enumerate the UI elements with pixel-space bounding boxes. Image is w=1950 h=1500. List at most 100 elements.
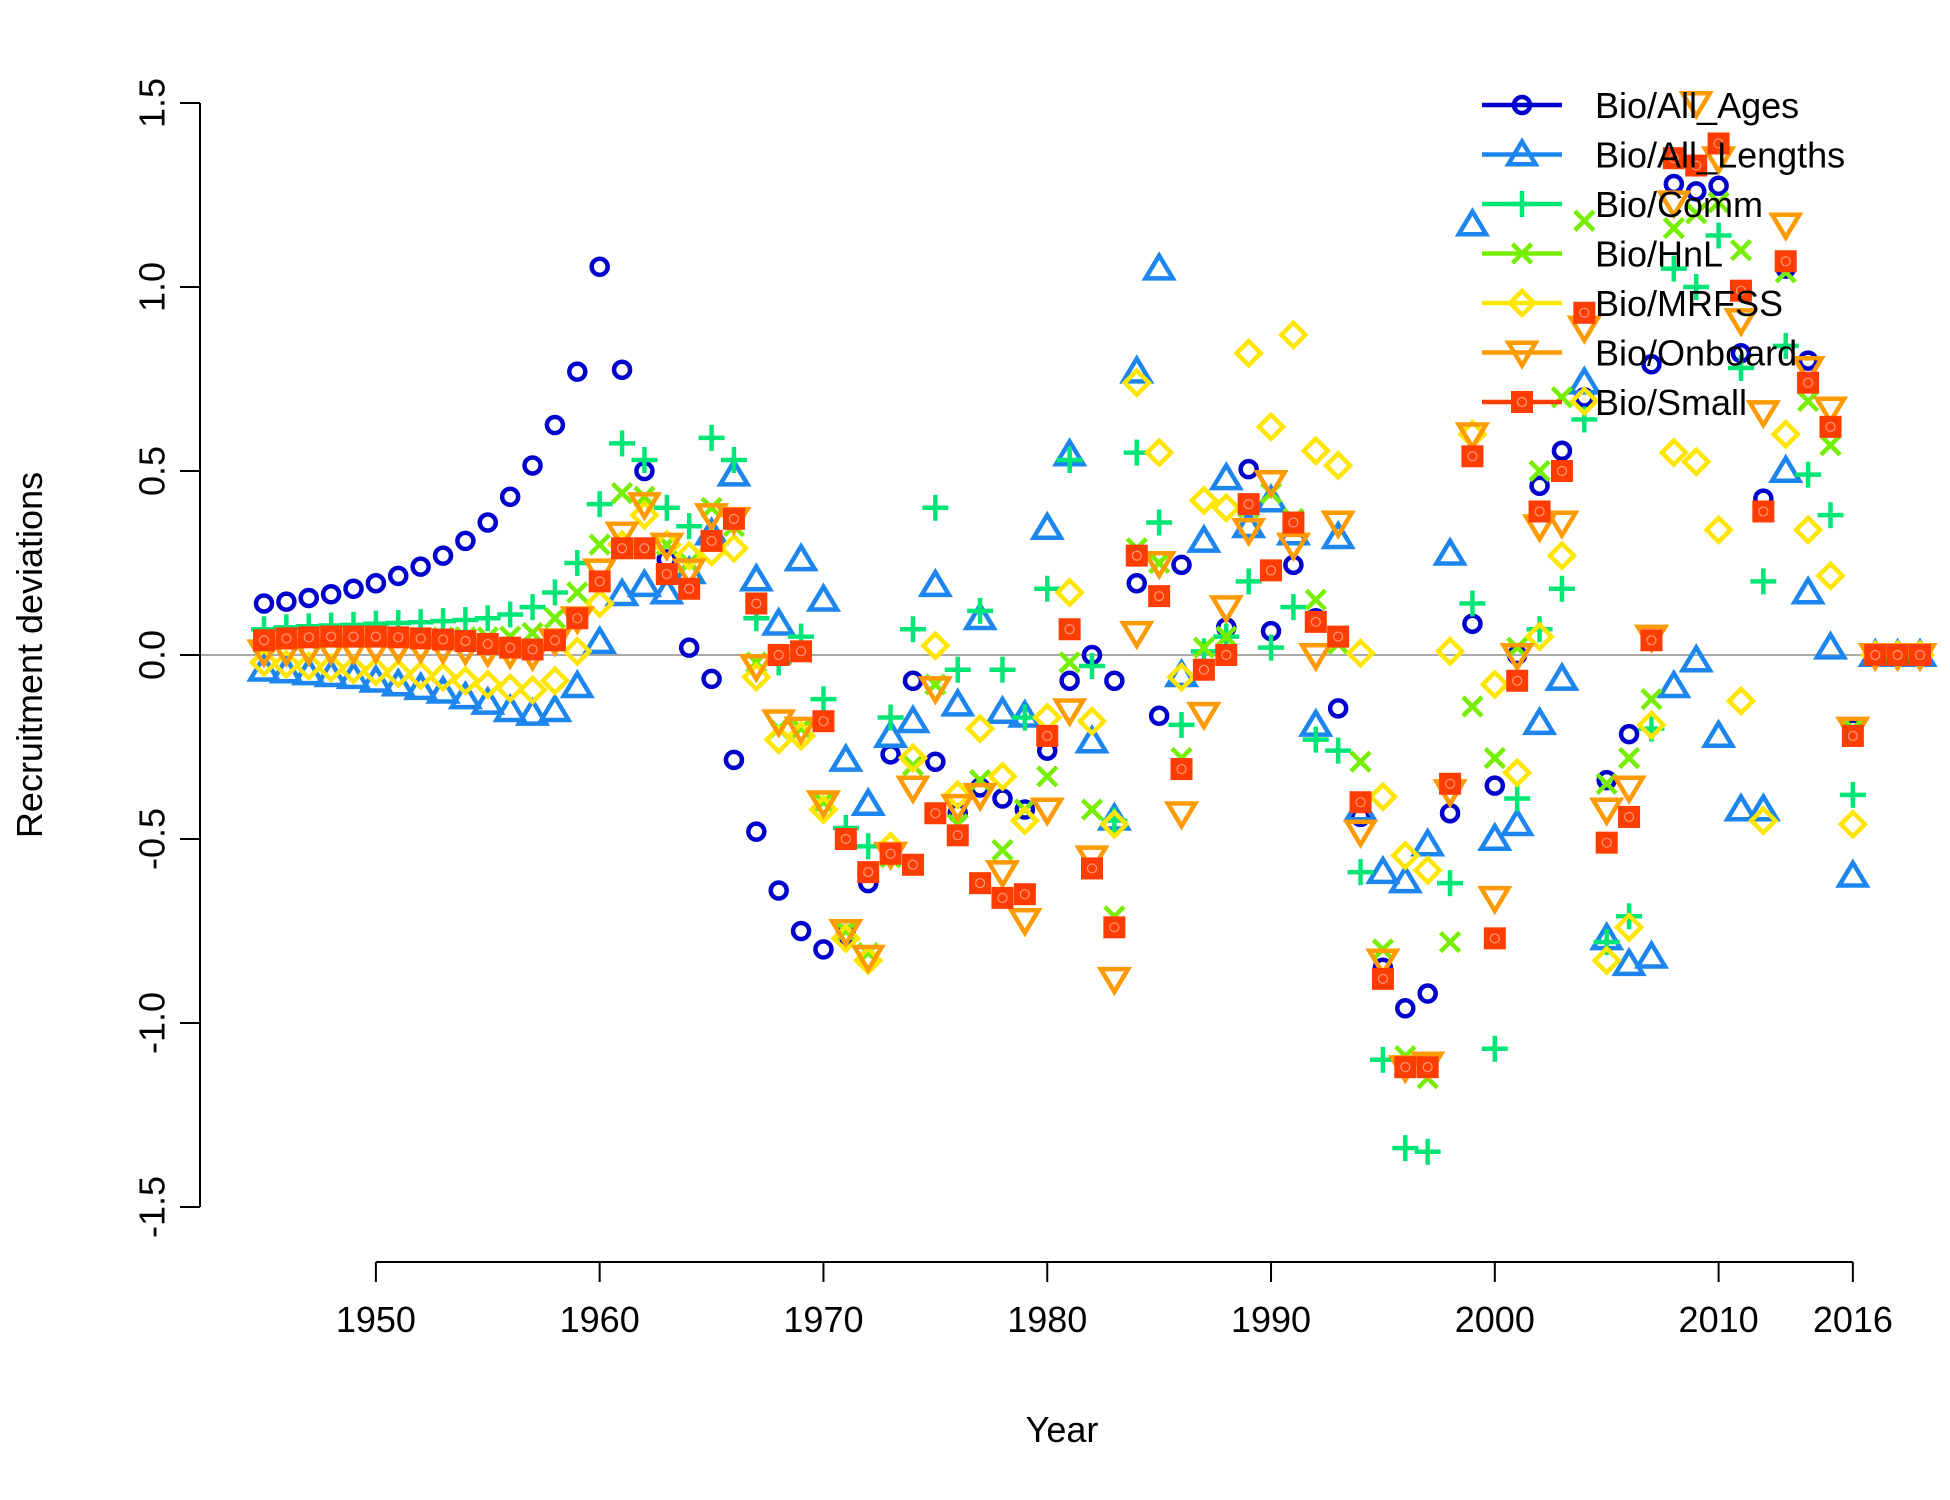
- data-point: [1812, 396, 1849, 426]
- data-point: [1171, 554, 1192, 576]
- data-point: [761, 709, 797, 739]
- data-point: [1819, 415, 1842, 438]
- data-point: [805, 790, 842, 820]
- legend-marker: [1506, 287, 1538, 319]
- data-point: [1745, 792, 1781, 822]
- data-point: [297, 626, 320, 649]
- data-point: [991, 886, 1014, 909]
- data-point: [700, 529, 723, 552]
- data-point: [588, 570, 611, 593]
- data-point: [338, 654, 369, 685]
- data-point: [1163, 801, 1200, 831]
- data-point: [1215, 625, 1238, 648]
- data-point: [1104, 670, 1125, 692]
- data-point: [1640, 629, 1663, 652]
- data-point: [1320, 510, 1356, 540]
- data-point: [1725, 685, 1757, 717]
- data-point: [1327, 625, 1350, 648]
- data-point: [276, 591, 297, 612]
- data-point: [1790, 575, 1826, 605]
- data-point: [1302, 726, 1329, 753]
- data-point: [895, 775, 931, 805]
- data-point: [1729, 279, 1752, 302]
- data-point: [1390, 840, 1421, 871]
- data-point: [745, 592, 768, 615]
- data-point: [1215, 644, 1238, 666]
- data-point: [1141, 551, 1177, 581]
- data-point: [1483, 927, 1506, 950]
- data-point: [1365, 854, 1401, 885]
- data-point: [850, 944, 886, 975]
- data-point: [1058, 651, 1081, 674]
- data-point: [1618, 805, 1641, 828]
- data-point: [492, 692, 528, 723]
- data-point: [499, 486, 521, 508]
- data-point: [1347, 859, 1374, 886]
- data-point: [364, 625, 387, 648]
- data-point: [388, 565, 409, 587]
- data-point: [1211, 492, 1242, 523]
- data-point: [1656, 190, 1692, 220]
- data-point: [1148, 585, 1171, 608]
- data-point: [432, 628, 455, 651]
- data-point: [1349, 791, 1372, 814]
- data-point: [514, 696, 551, 726]
- data-point: [521, 638, 544, 661]
- data-point: [1528, 459, 1551, 483]
- x-axis: 1950 1960 1970 1980 1990 2000 2010 2016: [336, 1261, 1893, 1340]
- data-point: [1611, 775, 1647, 805]
- data-point: [940, 687, 976, 717]
- data-point: [1886, 644, 1909, 666]
- legend-label: Bio/Onboard: [1595, 333, 1797, 374]
- data-point: [410, 556, 431, 577]
- data-point: [880, 744, 901, 765]
- y-tick-label: 1.0: [132, 262, 173, 312]
- data-point: [1819, 434, 1842, 457]
- data-point: [1258, 634, 1285, 661]
- data-point: [828, 742, 864, 772]
- data-point: [1168, 711, 1195, 738]
- data-point: [1009, 805, 1041, 836]
- data-point: [1438, 930, 1462, 954]
- data-point: [405, 660, 436, 691]
- data-point: [1036, 724, 1059, 747]
- data-point: [604, 521, 640, 551]
- legend-item: Bio/MRFSS: [1482, 283, 1783, 324]
- data-point: [813, 939, 834, 960]
- data-point: [298, 587, 320, 609]
- data-point: [1477, 821, 1513, 851]
- data-point: [567, 361, 588, 382]
- data-point: [1703, 514, 1734, 546]
- data-point: [1723, 308, 1759, 338]
- data-point: [1125, 544, 1148, 567]
- data-point: [1636, 709, 1667, 741]
- data-point: [271, 649, 302, 680]
- data-point: [1074, 724, 1110, 754]
- data-point: [626, 567, 663, 598]
- data-point: [962, 600, 998, 631]
- data-point: [1504, 785, 1531, 812]
- data-point: [1678, 643, 1714, 673]
- data-point: [582, 624, 618, 655]
- data-point: [1544, 661, 1580, 691]
- data-point: [1079, 653, 1105, 680]
- data-point: [360, 656, 392, 687]
- data-point: [1835, 858, 1871, 888]
- data-point: [293, 650, 324, 682]
- data-point: [897, 742, 929, 774]
- data-point: [1275, 532, 1312, 562]
- data-point: [1705, 222, 1732, 249]
- data-point: [1231, 508, 1267, 539]
- data-point: [1304, 588, 1327, 611]
- data-point: [987, 761, 1018, 792]
- data-point: [1278, 319, 1309, 351]
- data-point: [1506, 669, 1529, 692]
- data-point: [872, 718, 909, 748]
- data-point: [559, 668, 595, 699]
- data-point: [1707, 132, 1730, 155]
- data-point: [380, 667, 416, 697]
- data-point: [1613, 912, 1645, 943]
- data-point: [1729, 239, 1753, 262]
- data-point: [409, 627, 432, 650]
